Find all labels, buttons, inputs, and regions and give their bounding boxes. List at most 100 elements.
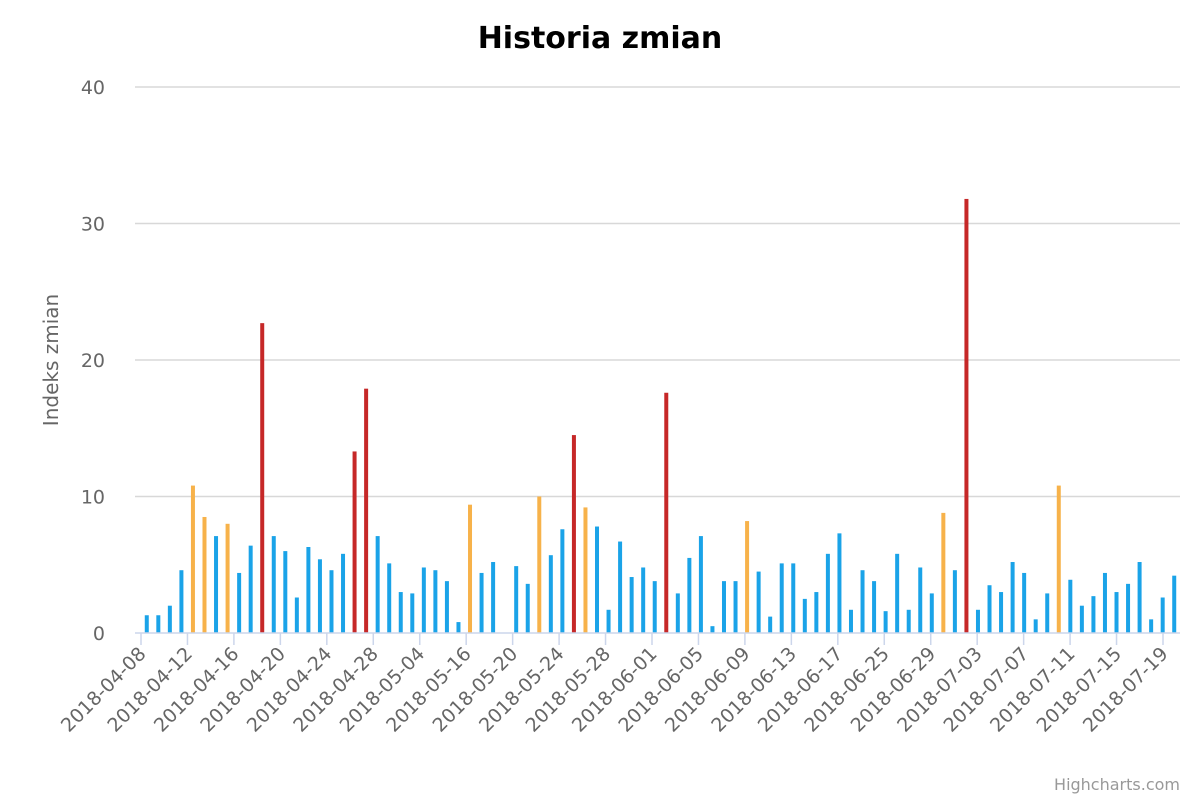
bar[interactable] <box>364 388 369 633</box>
bar[interactable] <box>421 567 426 633</box>
bar[interactable] <box>491 562 496 633</box>
bar[interactable] <box>179 570 184 633</box>
bar[interactable] <box>525 583 530 633</box>
bar[interactable] <box>271 536 276 633</box>
bar[interactable] <box>156 615 161 633</box>
bar[interactable] <box>560 529 565 633</box>
bar[interactable] <box>1091 596 1096 633</box>
bar[interactable] <box>929 593 934 633</box>
bar[interactable] <box>906 609 911 633</box>
bar[interactable] <box>1137 562 1142 633</box>
bar[interactable] <box>629 577 634 633</box>
bar[interactable] <box>652 581 657 633</box>
bar[interactable] <box>641 567 646 633</box>
bar[interactable] <box>167 605 172 633</box>
bar[interactable] <box>606 609 611 633</box>
bar[interactable] <box>1022 572 1027 633</box>
bar[interactable] <box>260 323 265 633</box>
bar[interactable] <box>433 570 438 633</box>
bar[interactable] <box>825 553 830 633</box>
bar[interactable] <box>895 553 900 633</box>
grid-lines <box>135 86 1180 498</box>
bar[interactable] <box>664 392 669 633</box>
bar[interactable] <box>571 435 576 633</box>
bar[interactable] <box>444 581 449 633</box>
bar[interactable] <box>144 615 149 633</box>
bar[interactable] <box>941 512 946 633</box>
bar[interactable] <box>768 616 773 633</box>
bar[interactable] <box>1010 562 1015 633</box>
bar[interactable] <box>468 504 473 633</box>
bar[interactable] <box>802 598 807 634</box>
bar[interactable] <box>872 581 877 633</box>
bar[interactable] <box>698 536 703 633</box>
bar[interactable] <box>964 198 969 633</box>
bar[interactable] <box>1033 619 1038 633</box>
bar[interactable] <box>190 485 195 633</box>
bar[interactable] <box>975 609 980 633</box>
bar[interactable] <box>1056 485 1061 633</box>
bar[interactable] <box>248 545 253 633</box>
bar[interactable] <box>1102 572 1107 633</box>
bar[interactable] <box>352 451 357 633</box>
bar[interactable] <box>583 507 588 633</box>
bar[interactable] <box>329 570 334 633</box>
bar[interactable] <box>952 570 957 633</box>
y-axis-ticks: 0 10 20 30 40 <box>81 77 105 645</box>
bar[interactable] <box>710 626 715 633</box>
bar[interactable] <box>860 570 865 633</box>
bar[interactable] <box>1126 583 1131 633</box>
bar[interactable] <box>814 592 819 633</box>
bar[interactable] <box>225 523 230 633</box>
bar[interactable] <box>341 553 346 633</box>
bar[interactable] <box>479 572 484 633</box>
bar[interactable] <box>687 557 692 633</box>
bar[interactable] <box>387 563 392 633</box>
bar[interactable] <box>317 559 322 633</box>
y-tick-label: 20 <box>81 350 105 372</box>
bar[interactable] <box>848 609 853 633</box>
bar[interactable] <box>410 593 415 633</box>
bar[interactable] <box>306 547 311 633</box>
bar[interactable] <box>375 536 380 633</box>
bar[interactable] <box>1114 592 1119 633</box>
bar[interactable] <box>618 541 623 633</box>
bar[interactable] <box>721 581 726 633</box>
y-tick-label: 40 <box>81 77 105 99</box>
bar-series <box>144 198 1177 634</box>
bar[interactable] <box>1149 619 1154 633</box>
bar[interactable] <box>537 496 542 634</box>
bar[interactable] <box>918 567 923 633</box>
bar[interactable] <box>237 572 242 633</box>
bar[interactable] <box>1045 593 1050 633</box>
y-axis-label: Indeks zmian <box>39 294 63 426</box>
bar[interactable] <box>837 533 842 633</box>
bar[interactable] <box>294 597 299 633</box>
bar[interactable] <box>999 592 1004 633</box>
chart-title: Historia zmian <box>478 21 723 56</box>
bar[interactable] <box>283 551 288 633</box>
bar[interactable] <box>1172 575 1177 633</box>
bar[interactable] <box>675 593 680 633</box>
credits-link[interactable]: Highcharts.com <box>1054 775 1180 794</box>
bar[interactable] <box>548 555 553 633</box>
bar[interactable] <box>456 622 461 633</box>
y-tick-label: 10 <box>81 487 105 509</box>
bar[interactable] <box>756 571 761 633</box>
bar[interactable] <box>733 581 738 633</box>
bar[interactable] <box>398 592 403 633</box>
bar[interactable] <box>791 563 796 633</box>
bar[interactable] <box>883 611 888 633</box>
bar[interactable] <box>779 563 784 633</box>
bar[interactable] <box>1079 605 1084 633</box>
bar[interactable] <box>514 566 519 633</box>
bar[interactable] <box>214 536 219 633</box>
bar[interactable] <box>745 521 750 633</box>
bar[interactable] <box>202 516 207 633</box>
y-tick-label: 30 <box>81 214 105 236</box>
bar[interactable] <box>987 585 992 633</box>
bar[interactable] <box>595 526 600 633</box>
bar[interactable] <box>1160 597 1165 633</box>
bar[interactable] <box>1068 579 1073 633</box>
